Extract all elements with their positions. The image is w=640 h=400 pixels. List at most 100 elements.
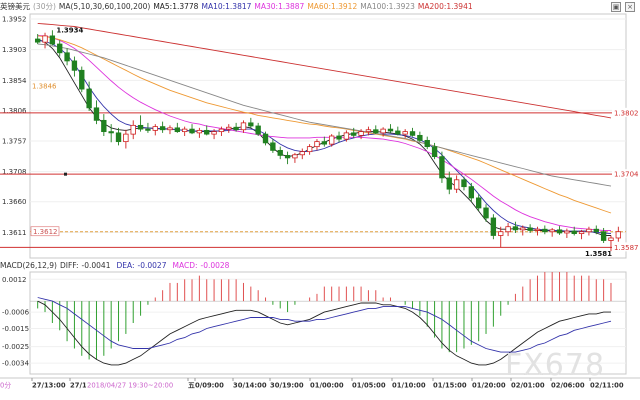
close-icon[interactable]: × (625, 2, 635, 12)
candle-body (71, 60, 78, 71)
candle-body (248, 122, 254, 127)
macd-diff: DIFF: -0.0041 (60, 261, 114, 270)
candle-body (380, 128, 386, 134)
ma-legend-ma5: MA5:1.3778 (153, 2, 199, 11)
macd-dea-label: DEA: (116, 261, 135, 270)
candle-body (336, 135, 342, 140)
high-price-annotation: 1.3934 (56, 26, 83, 34)
candle-body (137, 124, 144, 130)
macd-y-tick-label: -0.0034 (2, 360, 30, 368)
candle-body (167, 127, 173, 131)
watermark-logo: FX678 (505, 348, 606, 383)
candle-body (417, 134, 423, 141)
candle-body (358, 131, 364, 136)
ma-legend-ma200: MA200:1.3941 (417, 2, 473, 11)
candle-body (34, 38, 41, 43)
x-tick-label: 01/10:00 (392, 382, 426, 390)
candle-body (233, 126, 239, 131)
x-tick-label: 02/01:00 (511, 382, 545, 390)
candle-body (292, 154, 298, 159)
ma-legend-ma60: MA60:1.3912 (307, 2, 358, 11)
ma-line-ma200 (37, 22, 612, 119)
candle-body (181, 128, 188, 133)
x-tick-label: 五 (188, 382, 195, 390)
candle-body (130, 124, 136, 135)
level-label-bg (612, 242, 634, 252)
x-tick-label: 01/00:00 (310, 382, 344, 390)
candle-body (152, 126, 158, 131)
x-tick-label: 02/06:00 (551, 382, 585, 390)
price-y-tick-label: 1.3854 (2, 77, 27, 85)
candle-body (79, 69, 85, 90)
price-y-tick-label: 1.3806 (2, 107, 27, 115)
macd-macd-value: -0.0028 (200, 261, 230, 270)
candle-body (542, 228, 548, 233)
candle-body (365, 129, 372, 133)
candle-body (108, 131, 114, 134)
candle-body (115, 132, 122, 143)
x-tick-label: 0/09:00 (195, 382, 224, 390)
candle-body (240, 122, 247, 131)
candle-body (490, 217, 497, 236)
macd-y-tick-label: -0.0025 (2, 343, 29, 351)
candle-body (277, 149, 283, 156)
ma-legend-ma100: MA100:1.3923 (360, 2, 415, 11)
macd-macd: MACD: -0.0028 (172, 261, 232, 270)
candle-body (159, 126, 166, 131)
level-anchor-marker (64, 172, 67, 176)
candle-body (299, 151, 305, 156)
candle-body (439, 156, 445, 179)
candle-body (262, 133, 269, 144)
level-label-bg (612, 169, 634, 179)
candle-body (306, 146, 313, 153)
price-y-tick-label: 1.3952 (2, 16, 27, 24)
candle-body (123, 133, 129, 143)
level-label-bg (612, 107, 634, 117)
candle-body (174, 127, 181, 133)
macd-y-tick-label: 0.0012 (2, 276, 27, 284)
ma-params: MA(5,10,30,60,100,200) (58, 2, 151, 11)
ma-legend-ma30: MA30:1.3887 (254, 2, 305, 11)
candle-body (483, 207, 489, 219)
candle-body (328, 135, 335, 145)
level-label: 1.3802 (614, 109, 639, 117)
candle-body (351, 132, 357, 136)
candle-body (475, 197, 482, 209)
ma-line-ma60 (37, 35, 612, 214)
x-tick-label: 27/13:00 (32, 382, 66, 390)
candle-body (534, 228, 541, 231)
candle-body (505, 226, 511, 233)
main-chart-header: 英镑美元 (30分) MA(5,10,30,60,100,200) MA5:1.377… (0, 0, 612, 14)
crosshair-time-label: 2018/04/27 19:30~20:00 (87, 382, 173, 390)
candle-body (204, 129, 210, 135)
macd-diff-value: -0.0041 (81, 261, 111, 270)
candle-body (211, 131, 217, 135)
candle-body (600, 231, 607, 241)
candle-body (424, 139, 430, 148)
candle-body (461, 179, 467, 188)
x-tick-label: 30/19:00 (270, 382, 304, 390)
candle-body (145, 128, 151, 131)
ma-line-ma100 (37, 43, 612, 187)
candle-body (468, 186, 475, 199)
macd-header: MACD(26,12,9) DIFF: -0.0041 DEA: -0.0027 MACD… (0, 260, 235, 272)
candle-body (498, 231, 504, 236)
price-y-tick-label: 1.3757 (2, 138, 27, 146)
x-tick-label: 02/11:00 (590, 382, 624, 390)
candle-body (608, 237, 614, 241)
candle-body (409, 131, 416, 136)
candle-body (49, 35, 56, 45)
price-y-tick-label: 1.3708 (2, 168, 27, 176)
candle-body (373, 129, 379, 134)
candle-body (431, 146, 438, 158)
macd-dea-value: -0.0027 (137, 261, 167, 270)
candle-body (615, 231, 622, 239)
period-label[interactable]: (30分) (33, 2, 56, 11)
macd-dea: DEA: -0.0027 (116, 261, 169, 270)
instrument-name: 英镑美元 (0, 2, 30, 11)
price-y-tick-label: 1.3903 (2, 46, 27, 54)
candle-body (255, 125, 261, 135)
candle-body (101, 119, 107, 133)
window-icon[interactable]: ▣ (611, 2, 621, 12)
